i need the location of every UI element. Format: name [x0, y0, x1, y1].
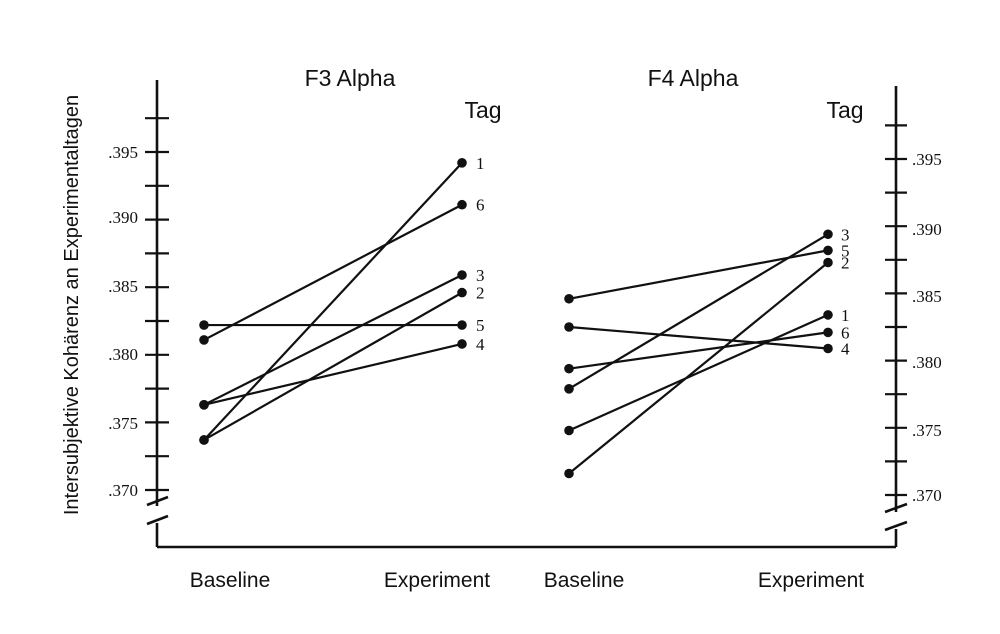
point-f4-experiment-tag-6 — [823, 327, 833, 338]
series-line-f3-tag-2 — [203, 291, 463, 441]
panel-title-f3: F3 Alpha — [305, 65, 396, 91]
right-y-tick-label-375: .375 — [912, 421, 942, 440]
point-f3-experiment-tag-1 — [457, 158, 467, 168]
panel-title-f4: F4 Alpha — [648, 65, 739, 91]
point-f4-baseline-tag-1 — [564, 425, 574, 436]
x-tick-label-f3-baseline: Baseline — [190, 569, 271, 592]
series-label-f3-tag-5: 5 — [476, 316, 485, 335]
right-y-tick-label-380: .380 — [912, 353, 942, 372]
y-axis-label: Intersubjektive Kohärenz an Experimental… — [61, 95, 83, 515]
left-axis-ticks — [145, 117, 169, 492]
right-axis-ticks — [885, 124, 907, 497]
point-f4-baseline-tag-6 — [564, 363, 574, 374]
series-line-f3-tag-3 — [203, 274, 463, 406]
right-y-tick-label-395: .395 — [912, 150, 942, 169]
left-y-tick-label-390: .390 — [108, 208, 138, 227]
point-f4-experiment-tag-4 — [823, 343, 833, 354]
series-line-f4-tag-1 — [568, 313, 829, 432]
point-f3-experiment-tag-6 — [457, 199, 467, 210]
series-line-f4-tag-4 — [568, 325, 829, 350]
right-y-tick-label-385: .385 — [912, 287, 942, 306]
x-tick-label-f3-experiment: Experiment — [384, 569, 490, 592]
x-tick-label-f4-baseline: Baseline — [544, 569, 625, 592]
point-f3-baseline-tag-4 — [199, 400, 209, 410]
series-label-f4-tag-4: 4 — [841, 340, 850, 359]
point-f4-experiment-tag-3 — [823, 229, 833, 240]
left-y-tick-label-395: .395 — [108, 143, 138, 162]
legend-title-f3: Tag — [464, 97, 501, 123]
point-f4-baseline-tag-5 — [564, 293, 574, 304]
point-f4-experiment-tag-1 — [823, 310, 833, 320]
series-label-f4-tag-5: 5 — [841, 241, 850, 260]
left-y-tick-label-370: .370 — [108, 481, 138, 500]
point-f4-experiment-tag-5 — [823, 245, 833, 256]
series-label-f4-tag-2: 2 — [841, 253, 850, 272]
series-line-f3-tag-4 — [203, 342, 463, 406]
series-line-f4-tag-2 — [568, 261, 829, 475]
series-label-f3-tag-6: 6 — [476, 196, 485, 215]
point-f4-baseline-tag-2 — [564, 468, 574, 479]
series-label-f4-tag-6: 6 — [841, 323, 850, 342]
left-y-tick-label-375: .375 — [108, 414, 138, 433]
series-line-f4-tag-6 — [568, 331, 829, 370]
series-label-f4-tag-3: 3 — [841, 225, 850, 244]
right-axis-break-marks — [884, 502, 908, 532]
series-label-f4-tag-1: 1 — [841, 306, 850, 325]
series-label-f3-tag-2: 2 — [476, 284, 485, 303]
left-y-tick-label-380: .380 — [108, 345, 138, 364]
series-label-f3-tag-1: 1 — [476, 154, 485, 173]
point-f3-baseline-tag-5 — [199, 320, 209, 330]
right-y-tick-label-370: .370 — [912, 486, 942, 505]
plot-f3: 1 6 32 54 — [199, 154, 485, 445]
point-f3-experiment-tag-2 — [457, 287, 467, 298]
point-f4-experiment-tag-2 — [823, 257, 833, 268]
left-y-tick-label-385: .385 — [108, 277, 138, 296]
x-tick-label-f4-experiment: Experiment — [758, 569, 864, 592]
series-label-f3-tag-4: 4 — [476, 335, 485, 354]
plot-f4: 352 164 — [564, 225, 850, 479]
point-f3-baseline-tag-2 — [199, 435, 209, 445]
series-line-f3-tag-6 — [203, 203, 463, 341]
legend-title-f4: Tag — [826, 97, 863, 123]
series-line-f3-tag-1 — [203, 162, 463, 441]
point-f4-baseline-tag-3 — [564, 384, 574, 394]
point-f3-baseline-tag-6 — [199, 335, 209, 345]
point-f3-experiment-tag-4 — [457, 339, 467, 349]
series-line-f4-tag-5 — [568, 249, 829, 300]
point-f3-experiment-tag-3 — [457, 270, 467, 280]
left-axis-break-marks — [146, 495, 169, 526]
series-label-f3-tag-3: 3 — [476, 266, 485, 285]
point-f3-experiment-tag-5 — [457, 320, 467, 330]
right-y-tick-label-390: .390 — [912, 220, 942, 239]
point-f4-baseline-tag-4 — [564, 322, 574, 332]
